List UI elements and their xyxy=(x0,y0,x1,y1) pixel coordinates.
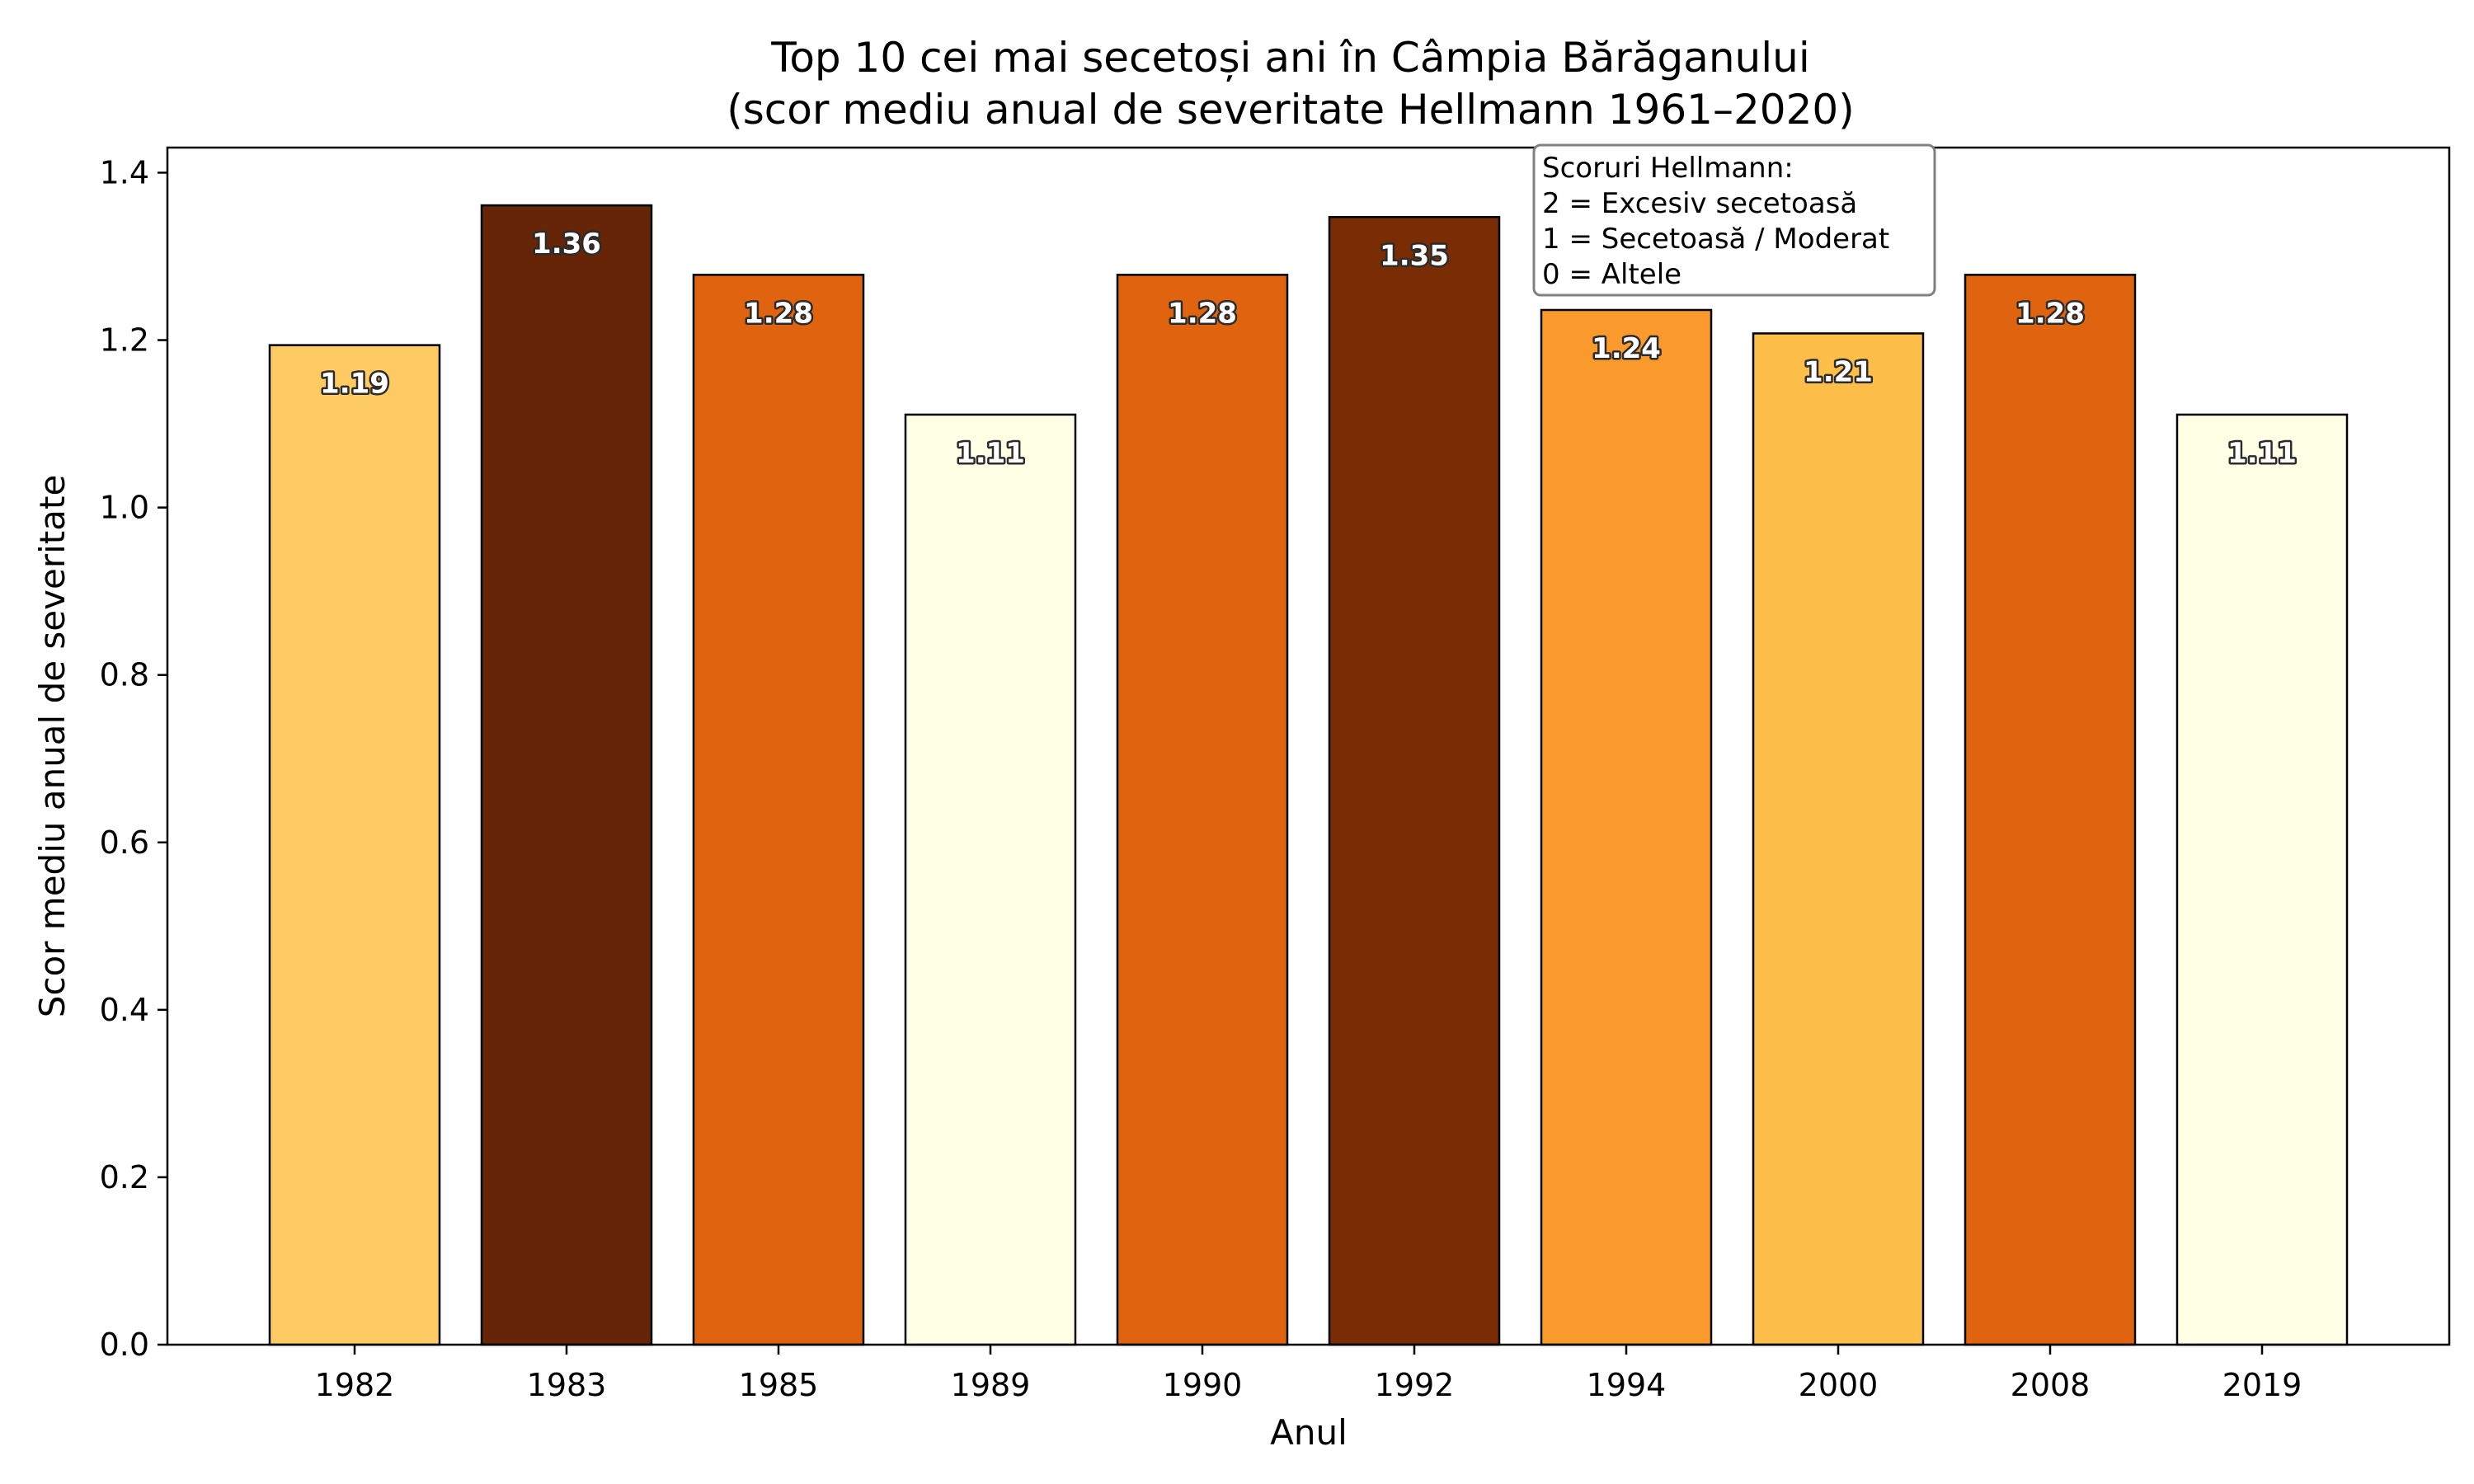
x-tick-label: 1989 xyxy=(951,1367,1031,1403)
bar-labels-group: 1.19 1.36 1.28 1.11 1.28 1.35 1.24 1.21 1.28 1.11 xyxy=(318,226,2299,472)
x-tick-label: 1990 xyxy=(1163,1367,1243,1403)
x-tick-label: 1983 xyxy=(527,1367,607,1403)
bar-value-label: 1.28 xyxy=(1168,297,1237,330)
x-tick-label: 2000 xyxy=(1799,1367,1879,1403)
y-tick-label: 1.4 xyxy=(100,154,149,190)
bars-group xyxy=(268,204,2349,1346)
x-tick-label: 2019 xyxy=(2222,1367,2302,1403)
legend-note-line: 0 = Altele xyxy=(1542,258,1681,291)
chart-subtitle: (scor mediu anual de severitate Hellmann… xyxy=(727,86,1854,134)
legend-note-line: 1 = Secetoasă / Moderat xyxy=(1542,223,1889,256)
y-axis-label: Scor mediu anual de severitate xyxy=(32,475,73,1018)
plot-frame xyxy=(166,146,2451,1346)
legend-note-line: Scoruri Hellmann: xyxy=(1542,152,1794,185)
y-tick-label: 0.6 xyxy=(100,824,149,861)
bar-value-label: 1.11 xyxy=(956,437,1025,470)
x-axis-label: Anul xyxy=(1270,1412,1348,1453)
y-tick-label: 1.2 xyxy=(100,322,149,359)
x-tick-label: 1994 xyxy=(1587,1367,1667,1403)
y-tick-label: 1.0 xyxy=(100,490,149,526)
chart-title: Top 10 cei mai secetoși ani în Câmpia Bă… xyxy=(770,34,1809,82)
bar-value-label: 1.36 xyxy=(532,228,601,261)
bar-value-label: 1.28 xyxy=(744,297,813,330)
x-tick-label: 1985 xyxy=(739,1367,819,1403)
legend-note: Scoruri Hellmann: 2 = Excesiv secetoasă … xyxy=(1532,143,1936,297)
y-tick-label: 0.4 xyxy=(100,992,149,1028)
y-tick-label: 0.0 xyxy=(100,1327,149,1363)
bar-value-label: 1.19 xyxy=(320,368,389,401)
bar-1992 xyxy=(1328,216,1501,1346)
bar-value-label: 1.28 xyxy=(2015,297,2085,330)
y-tick-label: 0.2 xyxy=(100,1159,149,1195)
bar-2019 xyxy=(2175,413,2349,1346)
bar-1985 xyxy=(692,274,865,1346)
legend-note-box xyxy=(1532,143,1936,297)
bar-1982 xyxy=(268,344,441,1346)
y-axis-ticks: 0.0 0.2 0.4 0.6 0.8 1.0 1.2 1.4 xyxy=(100,154,167,1363)
bar-1990 xyxy=(1116,274,1289,1346)
bar-value-label: 1.21 xyxy=(1804,355,1873,388)
legend-note-line: 2 = Excesiv secetoasă xyxy=(1542,187,1857,220)
bar-1983 xyxy=(480,204,653,1346)
x-tick-label: 1992 xyxy=(1375,1367,1455,1403)
bar-value-label: 1.35 xyxy=(1380,239,1449,272)
bar-value-label: 1.24 xyxy=(1592,332,1661,365)
bar-value-label: 1.11 xyxy=(2227,437,2297,470)
bar-1989 xyxy=(904,413,1077,1346)
x-tick-label: 2008 xyxy=(2011,1367,2091,1403)
bar-1994 xyxy=(1540,308,1713,1346)
x-axis-ticks: 1982 1983 1985 1989 1990 1992 1994 2000 2008 2019 xyxy=(315,1345,2302,1403)
bar-2000 xyxy=(1752,332,1925,1346)
x-tick-label: 1982 xyxy=(315,1367,395,1403)
y-tick-label: 0.8 xyxy=(100,657,149,693)
bar-2008 xyxy=(1964,274,2137,1346)
